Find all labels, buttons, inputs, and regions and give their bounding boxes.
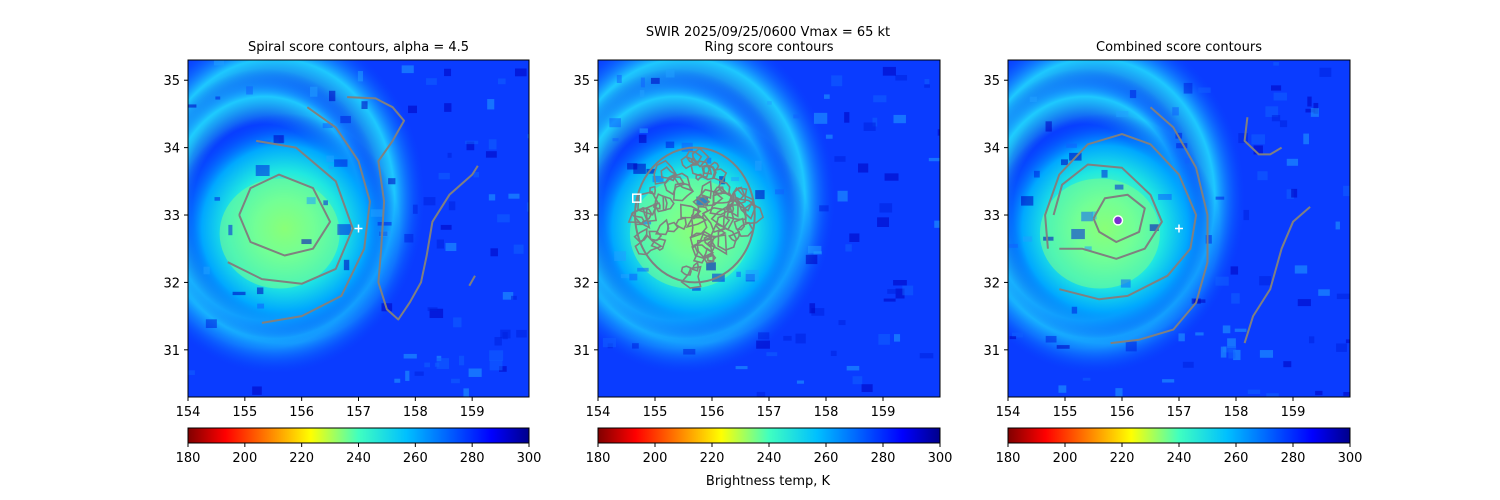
colorbar-tick-label: 300: [1338, 451, 1363, 466]
score-contour: [1243, 117, 1283, 156]
x-tick-label: 155: [643, 405, 668, 420]
score-contour: [227, 139, 354, 285]
plus-marker: [1175, 224, 1183, 233]
score-contour: [261, 106, 371, 324]
score-contour: [1110, 106, 1209, 345]
colorbar-tick-label: 280: [460, 451, 485, 466]
x-tick-label: 155: [232, 405, 257, 420]
colorbar-tick-label: 280: [1281, 451, 1306, 466]
x-tick-label: 157: [1167, 405, 1192, 420]
ring-score-contours: [627, 146, 765, 289]
y-tick-label: 33: [983, 209, 1000, 224]
colorbar-label: Brightness temp, K: [706, 474, 831, 489]
y-tick-label: 35: [983, 74, 1000, 89]
panel-title: Ring score contours: [704, 40, 833, 55]
colorbar-tick-label: 200: [1053, 451, 1078, 466]
colorbar-tick-label: 180: [176, 451, 201, 466]
y-tick-label: 31: [983, 344, 1000, 359]
colorbar-tick-label: 220: [289, 451, 314, 466]
center-marker: [1112, 215, 1124, 226]
y-tick-label: 32: [163, 276, 180, 291]
panel-2: Ring score contours 154 155 156 157 158 159 31 3…: [573, 40, 953, 466]
colorbar: 180 200 220 240 260 280 300: [996, 427, 1363, 466]
x-tick-label: 157: [757, 405, 782, 420]
y-tick-label: 31: [573, 344, 590, 359]
colorbar-tick-label: 200: [232, 451, 257, 466]
brightness-temp-image: [1008, 60, 1350, 397]
square-marker: [632, 193, 642, 203]
x-tick-label: 157: [346, 405, 371, 420]
colorbar-tick-label: 260: [403, 451, 428, 466]
y-tick-label: 32: [573, 276, 590, 291]
colorbar-tick-label: 260: [814, 451, 839, 466]
colorbar-tick-label: 240: [1167, 451, 1192, 466]
colorbar-tick-label: 220: [700, 451, 725, 466]
score-contour: [468, 275, 476, 287]
y-tick-label: 35: [163, 74, 180, 89]
y-tick-label: 33: [573, 209, 590, 224]
y-tick-label: 33: [163, 209, 180, 224]
y-tick-label: 34: [573, 142, 590, 157]
x-tick-label: 159: [871, 405, 896, 420]
score-contour: [1052, 163, 1163, 260]
y-tick-label: 31: [163, 344, 180, 359]
panel-title: Spiral score contours, alpha = 4.5: [248, 40, 469, 55]
colorbar-tick-label: 260: [1224, 451, 1249, 466]
x-tick-label: 158: [814, 405, 839, 420]
colorbar: 180 200 220 240 260 280 300: [176, 427, 542, 466]
score-contour: [1044, 133, 1198, 301]
score-contour: [238, 173, 332, 257]
colorbar-tick-label: 300: [928, 451, 953, 466]
x-tick-label: 155: [1053, 405, 1078, 420]
colorbar-gradient: [1007, 427, 1351, 444]
colorbar: 180 200 220 240 260 280 300: [586, 427, 953, 466]
colorbar-tick-label: 200: [643, 451, 668, 466]
colorbar-tick-label: 240: [346, 451, 371, 466]
brightness-temp-image: [188, 60, 529, 397]
y-tick-label: 34: [163, 142, 180, 157]
colorbar-gradient: [187, 427, 530, 444]
x-tick-label: 154: [996, 405, 1021, 420]
colorbar-tick-label: 240: [757, 451, 782, 466]
y-tick-label: 35: [573, 74, 590, 89]
x-tick-label: 156: [1110, 405, 1135, 420]
colorbar-tick-label: 220: [1110, 451, 1135, 466]
plus-marker: [354, 224, 363, 233]
y-tick-label: 34: [983, 142, 1000, 157]
panel-3: Combined score contours 154 155 156 157 158 15…: [983, 40, 1363, 466]
panel-title: Combined score contours: [1096, 40, 1262, 55]
x-tick-label: 154: [586, 405, 611, 420]
x-tick-label: 159: [460, 405, 485, 420]
x-tick-label: 156: [289, 405, 314, 420]
x-tick-label: 154: [176, 405, 201, 420]
colorbar-tick-label: 300: [517, 451, 542, 466]
y-tick-label: 32: [983, 276, 1000, 291]
x-tick-label: 158: [403, 405, 428, 420]
score-contour: [1243, 206, 1311, 344]
colorbar-tick-label: 180: [996, 451, 1021, 466]
panel-1: Spiral score contours, alpha = 4.5 154 155…: [163, 40, 542, 466]
figure-suptitle: SWIR 2025/09/25/0600 Vmax = 65 kt: [646, 25, 890, 40]
colorbar-gradient: [597, 427, 941, 444]
colorbar-tick-label: 280: [871, 451, 896, 466]
x-tick-label: 158: [1224, 405, 1249, 420]
score-contour: [347, 96, 479, 321]
score-contour: [1092, 193, 1146, 243]
colorbar-tick-label: 180: [586, 451, 611, 466]
x-tick-label: 156: [700, 405, 725, 420]
x-tick-label: 159: [1281, 405, 1306, 420]
